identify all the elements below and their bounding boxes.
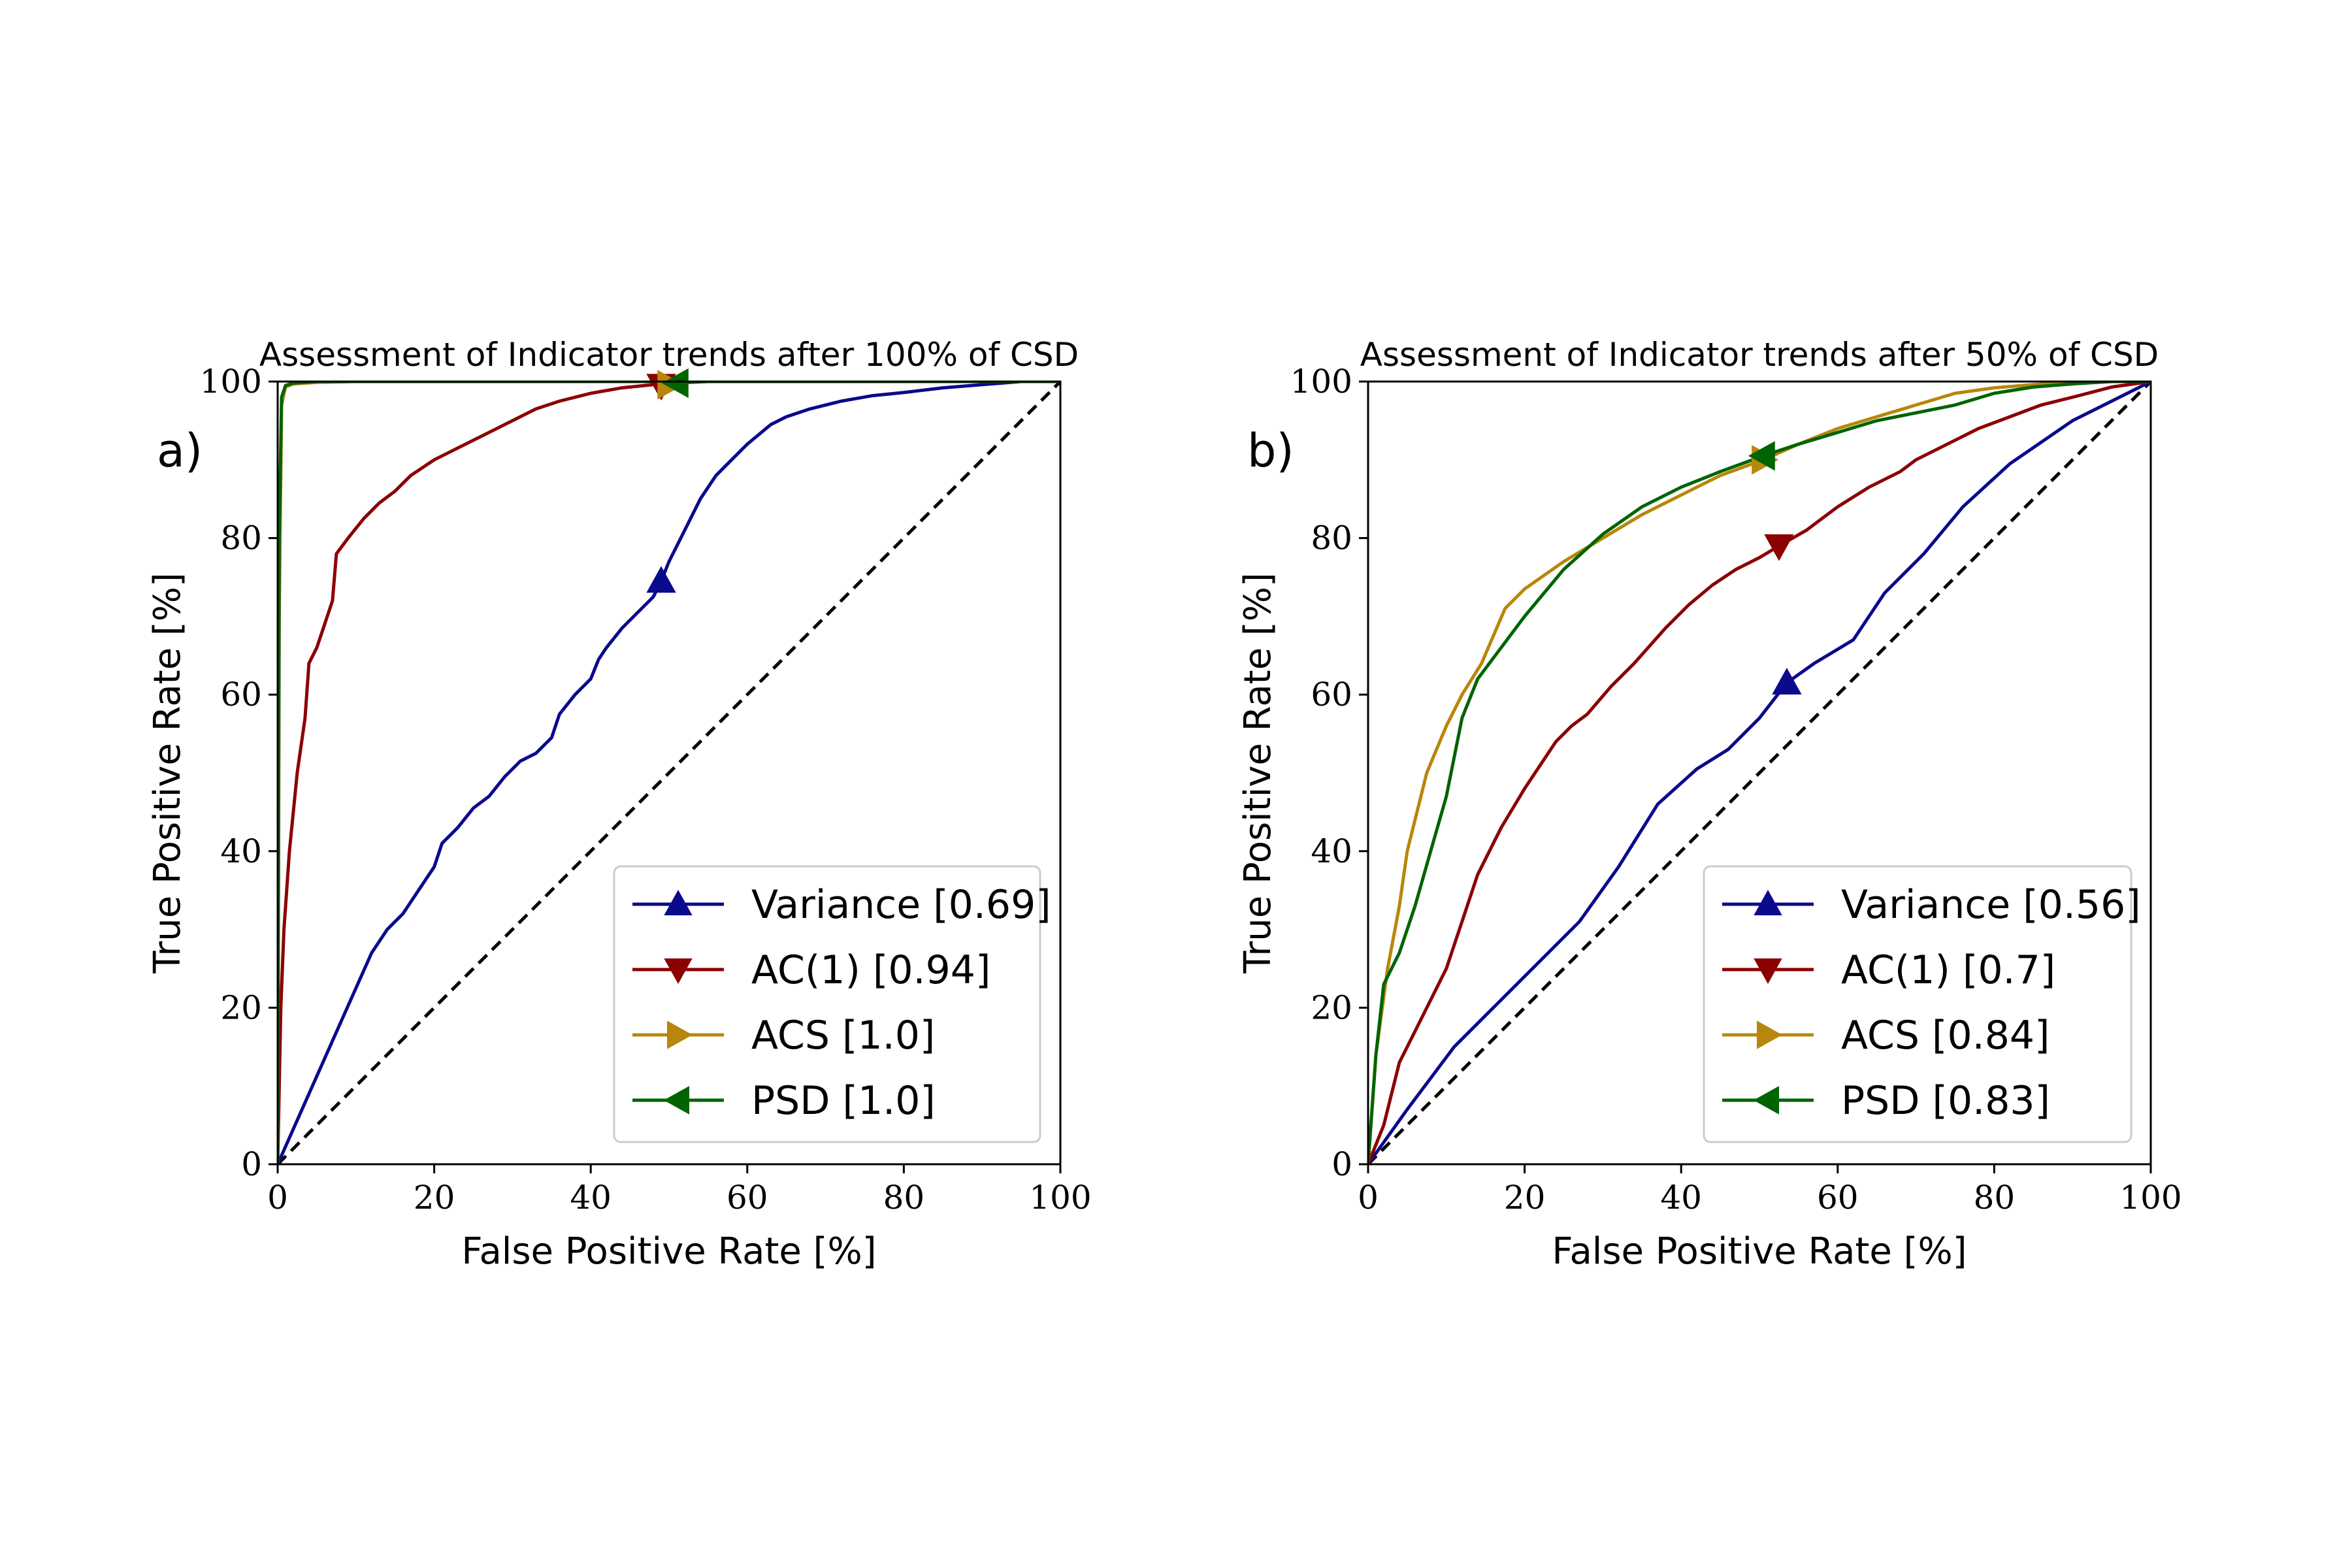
- chart-title: Assessment of Indicator trends after 100…: [259, 336, 1079, 374]
- series-line: [278, 382, 1060, 1164]
- y-tick-label: 100: [200, 363, 262, 400]
- x-tick-label: 100: [1029, 1179, 1091, 1217]
- series-line: [1368, 382, 2151, 1164]
- y-tick-label: 60: [220, 676, 262, 713]
- y-tick-label: 20: [220, 988, 262, 1026]
- y-axis-label: True Positive Rate [%]: [1237, 572, 1279, 974]
- axes-frame: [1367, 380, 2152, 1166]
- y-tick-label: 80: [1311, 519, 1352, 557]
- x-tick-label: 20: [1504, 1179, 1546, 1217]
- series-line: [1368, 382, 2151, 1164]
- x-tick-label: 0: [267, 1179, 288, 1217]
- y-axis-label: True Positive Rate [%]: [146, 572, 189, 974]
- series-line: [1368, 382, 2151, 1164]
- y-tick-label: 20: [1311, 988, 1352, 1026]
- chart-panel-a: Assessment of Indicator trends after 100…: [146, 336, 1092, 1273]
- y-tick-label: 0: [241, 1145, 262, 1183]
- chart-panel-b: Assessment of Indicator trends after 50%…: [1237, 336, 2182, 1273]
- series-line: [278, 382, 1060, 1164]
- legend-entry-label: Variance [0.56]: [1841, 882, 2141, 928]
- diagonal-reference-line: [278, 382, 1060, 1164]
- x-tick-label: 0: [1358, 1179, 1379, 1217]
- legend: Variance [0.69] AC(1) [0.94] ACS [1.0] PSD …: [613, 865, 1051, 1143]
- legend-entry-label: Variance [0.69]: [751, 882, 1051, 928]
- series-marker: [1772, 668, 1802, 695]
- y-tick-label: 40: [220, 832, 262, 870]
- series-marker: [661, 368, 689, 399]
- x-tick-label: 40: [570, 1179, 612, 1217]
- legend-entry-label: PSD [0.83]: [1841, 1078, 2050, 1124]
- legend-swatch-marker: [663, 1086, 689, 1115]
- legend-entry-label: PSD [1.0]: [751, 1078, 936, 1124]
- x-tick-label: 60: [727, 1179, 768, 1217]
- series-marker: [1764, 534, 1794, 561]
- legend-entry-label: ACS [0.84]: [1841, 1013, 2050, 1058]
- plot-area: [1368, 382, 2151, 1164]
- legend-swatch-marker: [1754, 889, 1782, 915]
- legend-swatch-marker: [664, 958, 693, 985]
- x-tick-label: 60: [1817, 1179, 1859, 1217]
- legend-swatch-marker: [1754, 958, 1782, 985]
- x-tick-label: 20: [414, 1179, 455, 1217]
- y-tick-label: 40: [1311, 832, 1352, 870]
- legend-swatch-marker: [667, 1021, 693, 1049]
- y-tick-label: 0: [1331, 1145, 1352, 1183]
- x-tick-label: 80: [883, 1179, 925, 1217]
- x-tick-label: 100: [2119, 1179, 2181, 1217]
- chart-title: Assessment of Indicator trends after 50%…: [1360, 336, 2159, 374]
- x-axis-label: False Positive Rate [%]: [1552, 1230, 1967, 1273]
- x-axis-label: False Positive Rate [%]: [461, 1230, 876, 1273]
- x-tick-label: 40: [1660, 1179, 1702, 1217]
- series-marker: [1748, 441, 1775, 471]
- diagonal-reference-line: [1368, 382, 2151, 1164]
- legend-swatch-marker: [1757, 1021, 1783, 1049]
- legend-box: [613, 865, 1041, 1143]
- legend-swatch-marker: [664, 889, 693, 915]
- series-line: [1368, 382, 2151, 1164]
- axes-frame: [276, 380, 1062, 1166]
- series-marker: [646, 566, 676, 593]
- x-tick-label: 80: [1974, 1179, 2016, 1217]
- y-tick-label: 100: [1290, 363, 1352, 400]
- y-tick-label: 60: [1311, 676, 1352, 713]
- legend-swatch-marker: [1753, 1086, 1779, 1115]
- legend: Variance [0.56] AC(1) [0.7] ACS [0.84] PSD …: [1703, 865, 2141, 1143]
- legend-entry-label: AC(1) [0.7]: [1841, 947, 2055, 993]
- legend-entry-label: ACS [1.0]: [751, 1013, 935, 1058]
- panel-label: b): [1247, 424, 1294, 478]
- panel-label: a): [157, 424, 203, 478]
- legend-box: [1703, 865, 2132, 1143]
- y-tick-label: 80: [220, 519, 262, 557]
- legend-entry-label: AC(1) [0.94]: [751, 947, 990, 993]
